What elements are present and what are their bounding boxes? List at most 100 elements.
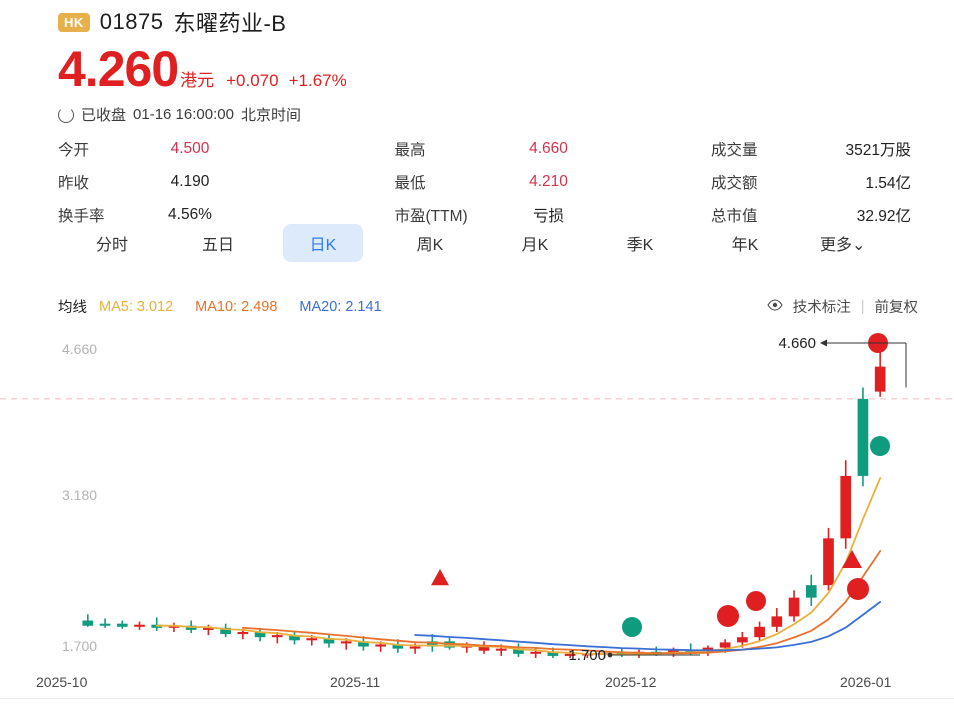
x-tick-3: 2025-12: [605, 674, 657, 690]
candle-body: [823, 538, 834, 586]
stat-7: 换手率 4.56%: [58, 202, 333, 228]
candle-body: [495, 648, 507, 651]
moving-average-row: 均线 MA5: 3.012 MA10: 2.498 MA20: 2.141 技术…: [58, 296, 918, 317]
stat-label: 最低: [394, 175, 426, 192]
price-change-pct: +1.67%: [288, 71, 347, 90]
price-block: 4.260 港元 +0.070 +1.67%: [58, 41, 347, 97]
candle-body: [99, 623, 111, 626]
stat-5: 最低 4.210: [333, 169, 608, 195]
candle-body: [306, 638, 318, 641]
x-tick-2: 2025-11: [330, 674, 381, 690]
candle-body: [340, 641, 352, 644]
candle-body: [237, 631, 249, 635]
stat-label: 昨收: [58, 175, 90, 192]
candle-body: [737, 637, 748, 643]
candle-body: [134, 624, 145, 627]
candle-body: [271, 635, 283, 638]
divider: |: [860, 298, 865, 315]
currency-label: 港元: [180, 71, 215, 90]
stat-label: 成交额: [711, 175, 758, 192]
tab-年K[interactable]: 年K: [731, 237, 759, 254]
marker-triangle: [842, 550, 862, 568]
marker-circle: [746, 591, 766, 611]
marker-circle: [622, 617, 642, 637]
stat-label: 总市值: [711, 208, 758, 225]
candle-body: [409, 646, 421, 649]
market-badge: HK: [58, 12, 90, 32]
marker-circle: [717, 605, 739, 627]
candle-body: [857, 398, 869, 476]
low-annotation-label: 1.700: [568, 647, 606, 664]
stat-value: 4.660: [529, 140, 568, 157]
candle-body: [323, 638, 335, 644]
candle-body: [547, 651, 559, 656]
stat-label: 市盈(TTM): [394, 208, 468, 225]
x-axis: 2025-10 2025-11 2025-12 2026-01: [0, 674, 954, 702]
instrument-code: 01875: [99, 9, 164, 34]
candle-body: [82, 620, 94, 626]
quote-timestamp: 01-16 16:00:00: [133, 106, 234, 123]
x-tick-1: 2025-10: [36, 674, 88, 690]
instrument-name: 东曜药业-B: [173, 11, 287, 36]
stat-value: 1.54亿: [865, 175, 911, 192]
tab-季K[interactable]: 季K: [626, 237, 654, 254]
last-price: 4.260: [58, 41, 179, 97]
clock-icon: [58, 106, 74, 123]
stat-2: 最高 4.660: [333, 136, 608, 162]
stat-value: 32.92亿: [856, 208, 911, 225]
y-tick-low: 1.700: [62, 638, 98, 654]
candle-body: [840, 475, 852, 539]
candle-body: [788, 597, 800, 617]
tab-分时[interactable]: 分时: [95, 237, 128, 254]
marker-circle: [870, 436, 890, 456]
candle-body: [203, 627, 214, 630]
candle-body: [771, 616, 783, 627]
ma20-line: [414, 601, 882, 652]
candle-group: [82, 350, 886, 658]
stat-8: 市盈(TTM) 亏损: [333, 202, 608, 228]
ma5-line: [155, 477, 882, 656]
ma10-line: [242, 550, 882, 655]
stat-label: 成交量: [711, 142, 758, 159]
chart-baseline: [0, 698, 954, 699]
eye-icon[interactable]: [767, 298, 783, 315]
tab-月K[interactable]: 月K: [521, 237, 549, 254]
candle-body: [358, 641, 369, 647]
stat-value: 4.190: [170, 173, 210, 190]
stat-value: 4.56%: [168, 206, 212, 223]
key-stats-grid: 今开 4.500 最高 4.660 成交量 3521万股 昨收 4.190 最低 4.210 成交额…: [58, 136, 911, 228]
candle-body: [254, 631, 266, 638]
candle-body: [116, 623, 128, 627]
candle-body: [754, 626, 765, 638]
more-periods-button[interactable]: 更多⌄: [820, 237, 866, 254]
market-status-row: 已收盘 01-16 16:00:00 北京时间: [58, 104, 301, 125]
candle-body: [375, 644, 386, 647]
ma20-value: MA20: 2.141: [299, 298, 382, 315]
stat-4: 昨收 4.190: [58, 169, 333, 195]
ma10-value: MA10: 2.498: [195, 298, 278, 315]
stat-value: 3521万股: [845, 142, 911, 159]
candle-body: [289, 635, 300, 641]
candlestick-chart[interactable]: 4.660 1.700: [0, 322, 954, 670]
high-annotation-label: 4.660: [778, 335, 816, 352]
candle-body: [874, 366, 886, 392]
candle-body: [564, 653, 576, 656]
candle-body: [426, 641, 438, 647]
instrument-header: HK 01875 东曜药业-B: [58, 6, 286, 38]
quote-timezone: 北京时间: [240, 107, 301, 124]
tab-日K[interactable]: 日K: [283, 224, 363, 262]
y-tick-mid: 3.180: [62, 487, 98, 503]
tab-周K[interactable]: 周K: [416, 237, 444, 254]
stat-label: 最高: [394, 142, 426, 159]
marker-circle: [847, 578, 869, 600]
market-status: 已收盘: [81, 107, 127, 124]
price-change: +0.070: [226, 71, 279, 90]
high-annotation-arrow: [820, 339, 827, 347]
y-tick-high: 4.660: [62, 341, 98, 357]
candle-body: [478, 645, 490, 651]
tech-annotation-toggle[interactable]: 技术标注: [792, 300, 851, 316]
adjustment-mode[interactable]: 前复权: [874, 300, 919, 316]
tab-五日[interactable]: 五日: [201, 237, 234, 254]
stat-value: 4.500: [170, 140, 210, 157]
